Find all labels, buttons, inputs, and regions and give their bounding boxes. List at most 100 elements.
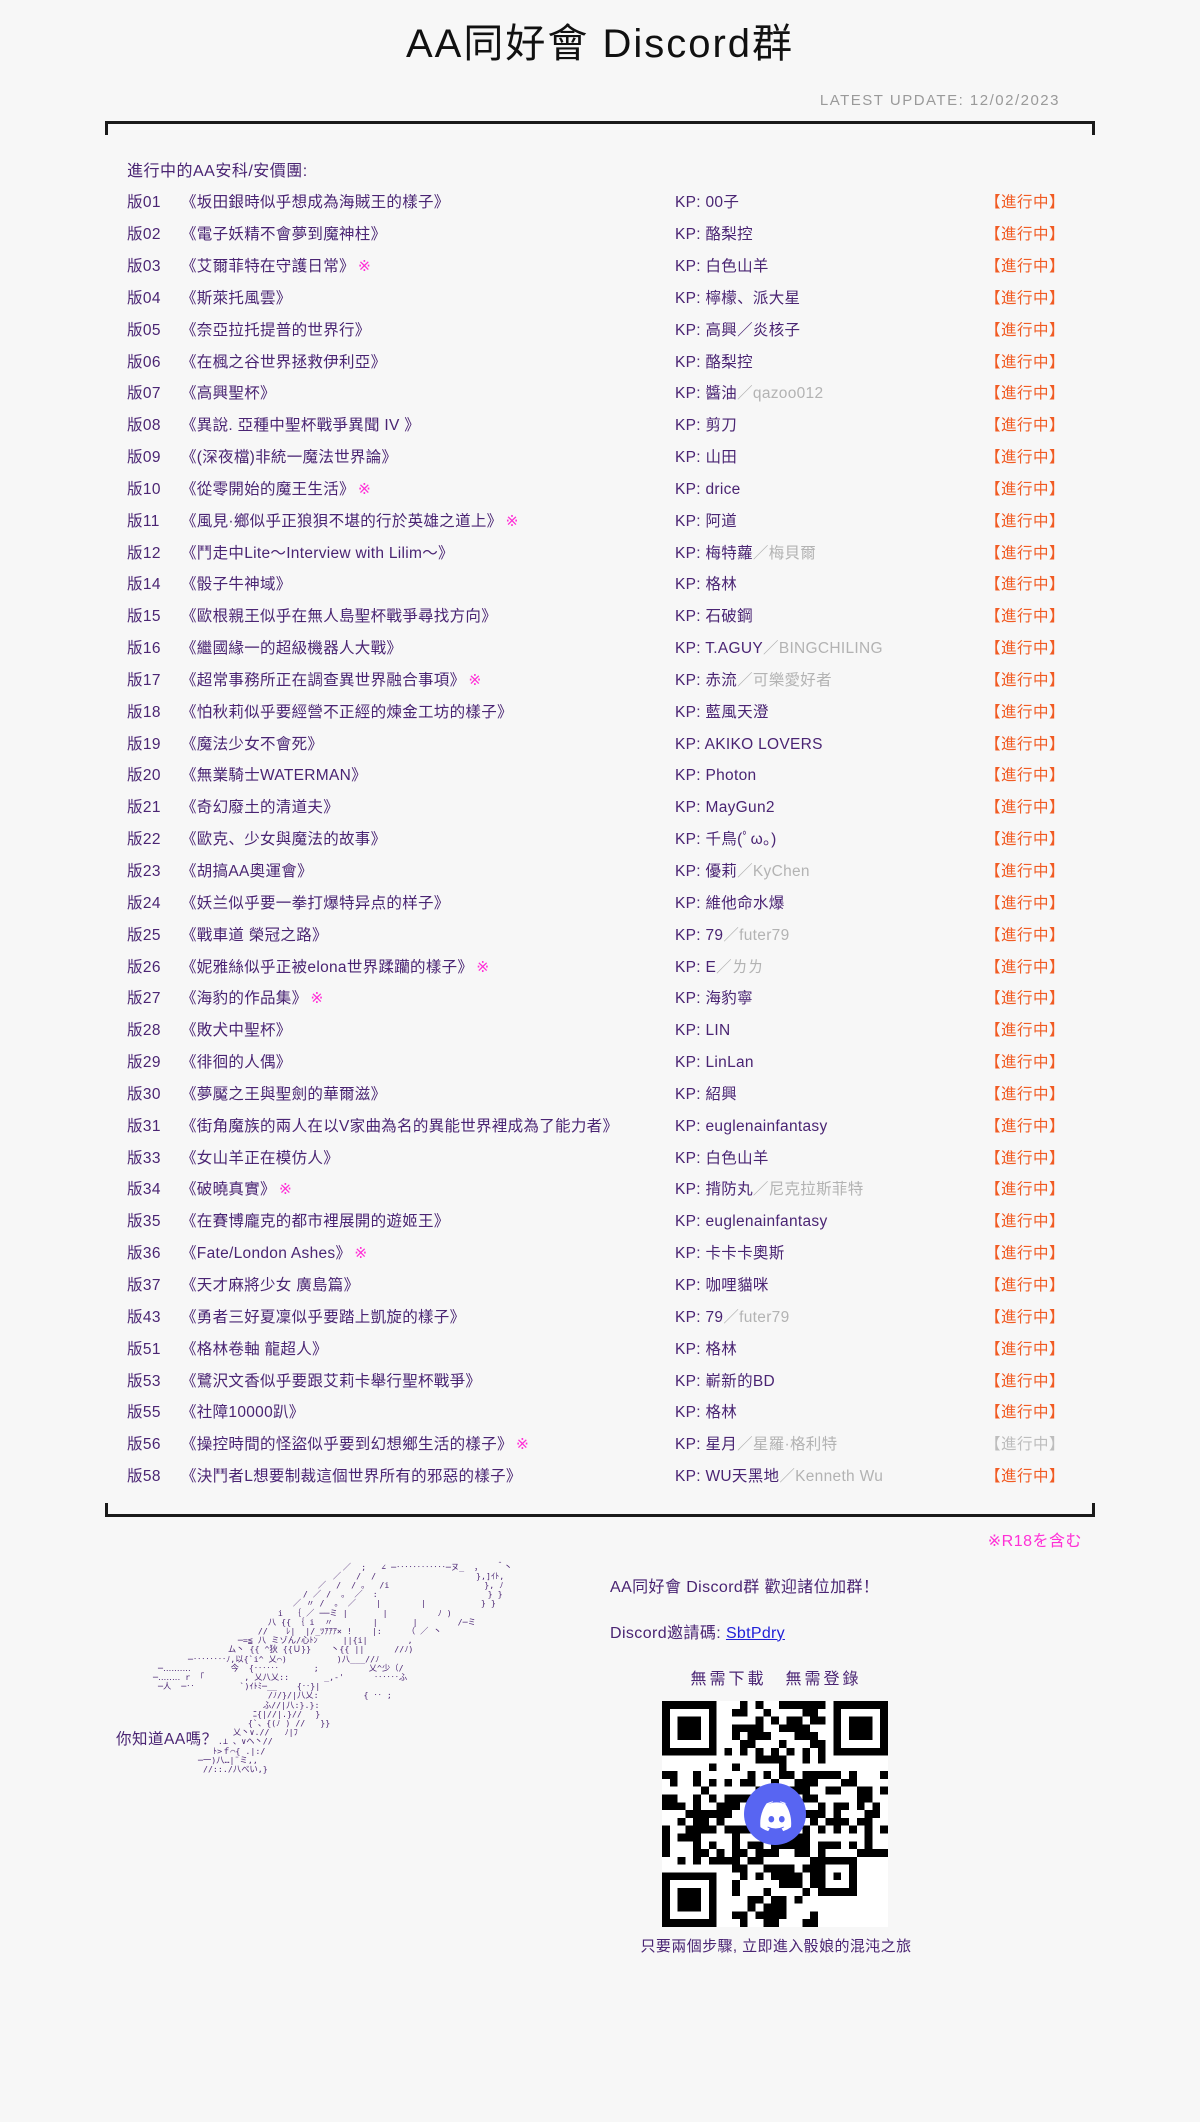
table-row[interactable]: 版19 《魔法少女不會死》 KP: AKIKO LOVERS 【進行中】	[105, 728, 1095, 760]
table-row[interactable]: 版30 《夢魘之王與聖劍的華爾滋》 KP: 紹興 【進行中】	[105, 1079, 1095, 1111]
thread-title[interactable]: 《勇者三好夏凜似乎要踏上凱旋的樣子》	[181, 1306, 675, 1329]
thread-title[interactable]: 《徘徊的人偶》	[181, 1051, 675, 1074]
thread-title[interactable]: 《怕秋莉似乎要經營不正經的煉金工坊的樣子》	[181, 701, 675, 724]
thread-version: 版09	[127, 449, 161, 467]
table-row[interactable]: 版34 《破曉真實》 ※ KP: 揹防丸／尼克拉斯菲特 【進行中】	[105, 1174, 1095, 1206]
thread-title[interactable]: 《坂田銀時似乎想成為海賊王的樣子》	[181, 191, 675, 214]
table-row[interactable]: 版08 《異說. 亞種中聖杯戰爭異聞 IV 》 KP: 剪刀 【進行中】	[105, 410, 1095, 442]
table-row[interactable]: 版43 《勇者三好夏凜似乎要踏上凱旋的樣子》 KP: 79／futer79 【進行中】	[105, 1302, 1095, 1334]
table-row[interactable]: 版12 《鬥走中Lite〜Interview with Lilim〜》 KP: 梅特…	[105, 537, 1095, 569]
table-row[interactable]: 版02 《電子妖精不會夢到魔神柱》 KP: 酪梨控 【進行中】	[105, 219, 1095, 251]
kp-name: 嶄新的BD	[705, 1372, 776, 1390]
table-row[interactable]: 版37 《天才麻將少女 廣島篇》 KP: 咖哩貓咪 【進行中】	[105, 1270, 1095, 1302]
table-row[interactable]: 版35 《在賽博龐克的都市裡展開的遊姬王》 KP: euglenainfantasy…	[105, 1206, 1095, 1238]
thread-title[interactable]: 《奈亞拉托提普的世界行》	[181, 319, 675, 342]
thread-title[interactable]: 《海豹的作品集》 ※	[181, 987, 675, 1010]
thread-title[interactable]: 《格林卷軸 龍超人》	[181, 1338, 675, 1361]
table-row[interactable]: 版53 《鷺沢文香似乎要跟艾莉卡舉行聖杯戰爭》 KP: 嶄新的BD 【進行中】	[105, 1365, 1095, 1397]
table-row[interactable]: 版20 《無業騎士WATERMAN》 KP: Photon 【進行中】	[105, 760, 1095, 792]
table-row[interactable]: 版28 《敗犬中聖杯》 KP: LIN 【進行中】	[105, 1015, 1095, 1047]
table-row[interactable]: 版05 《奈亞拉托提普的世界行》 KP: 高興／炎核子 【進行中】	[105, 314, 1095, 346]
thread-title[interactable]: 《奇幻廢土的清道夫》	[181, 796, 675, 819]
table-row[interactable]: 版14 《骰子牛神域》 KP: 格林 【進行中】	[105, 569, 1095, 601]
invite-code-link[interactable]: SbtPdry	[725, 1624, 785, 1642]
thread-title[interactable]: 《敗犬中聖杯》	[181, 1019, 675, 1042]
thread-title[interactable]: 《在賽博龐克的都市裡展開的遊姬王》	[181, 1210, 675, 1233]
thread-title[interactable]: 《風見·鄉似乎正狼狽不堪的行於英雄之道上》 ※	[181, 510, 675, 533]
kp-name: 千鳥(ﾟω。)	[705, 831, 777, 849]
thread-title[interactable]: 《戰車道 榮冠之路》	[181, 924, 675, 947]
status-badge: 【進行中】	[985, 1117, 1066, 1135]
thread-title[interactable]: 《斯萊托風雲》	[181, 287, 675, 310]
thread-title[interactable]: 《天才麻將少女 廣島篇》	[181, 1274, 675, 1297]
table-row[interactable]: 版23 《胡搞AA奧運會》 KP: 優莉／KyChen 【進行中】	[105, 856, 1095, 888]
thread-title[interactable]: 《妖兰似乎要一拳打爆特异点的样子》	[181, 892, 675, 915]
thread-title[interactable]: 《歐克、少女與魔法的故事》	[181, 828, 675, 851]
thread-title[interactable]: 《鷺沢文香似乎要跟艾莉卡舉行聖杯戰爭》	[181, 1370, 675, 1393]
thread-title[interactable]: 《操控時間的怪盜似乎要到幻想鄉生活的樣子》 ※	[181, 1433, 675, 1456]
table-row[interactable]: 版24 《妖兰似乎要一拳打爆特异点的样子》 KP: 維他命水爆 【進行中】	[105, 888, 1095, 920]
discord-info-column: AA同好會 Discord群 歡迎諸位加群！ Discord邀請碼: SbtPd…	[590, 1555, 1170, 1956]
table-row[interactable]: 版25 《戰車道 榮冠之路》 KP: 79／futer79 【進行中】	[105, 919, 1095, 951]
thread-title[interactable]: 《超常事務所正在調查異世界融合事項》 ※	[181, 669, 675, 692]
table-row[interactable]: 版06 《在楓之谷世界拯救伊利亞》 KP: 酪梨控 【進行中】	[105, 346, 1095, 378]
thread-title[interactable]: 《鬥走中Lite〜Interview with Lilim〜》	[181, 542, 675, 565]
thread-title[interactable]: 《從零開始的魔王生活》 ※	[181, 478, 675, 501]
thread-title[interactable]: 《妮雅絲似乎正被elona世界蹂躪的樣子》 ※	[181, 956, 675, 979]
thread-version: 版10	[127, 480, 161, 498]
table-row[interactable]: 版07 《高興聖杯》 KP: 醬油／qazoo012 【進行中】	[105, 378, 1095, 410]
table-row[interactable]: 版17 《超常事務所正在調查異世界融合事項》 ※ KP: 赤流／可樂愛好者 【進行中】	[105, 665, 1095, 697]
thread-title[interactable]: 《胡搞AA奧運會》	[181, 860, 675, 883]
table-row[interactable]: 版01 《坂田銀時似乎想成為海賊王的樣子》 KP: 00子 【進行中】	[105, 187, 1095, 219]
table-row[interactable]: 版33 《女山羊正在模仿人》 KP: 白色山羊 【進行中】	[105, 1142, 1095, 1174]
table-row[interactable]: 版55 《社障10000趴》 KP: 格林 【進行中】	[105, 1397, 1095, 1429]
thread-keeper: KP: 酪梨控	[675, 223, 985, 246]
thread-title[interactable]: 《骰子牛神域》	[181, 573, 675, 596]
thread-title[interactable]: 《在楓之谷世界拯救伊利亞》	[181, 351, 675, 374]
status-badge: 【進行中】	[985, 194, 1066, 212]
table-row[interactable]: 版51 《格林卷軸 龍超人》 KP: 格林 【進行中】	[105, 1333, 1095, 1365]
table-row[interactable]: 版18 《怕秋莉似乎要經營不正經的煉金工坊的樣子》 KP: 藍風天澄 【進行中】	[105, 697, 1095, 729]
table-row[interactable]: 版04 《斯萊托風雲》 KP: 檸檬、派大星 【進行中】	[105, 283, 1095, 315]
kp-label: KP:	[675, 512, 706, 530]
discord-qr-code[interactable]	[662, 1700, 888, 1927]
thread-title[interactable]: 《女山羊正在模仿人》	[181, 1147, 675, 1170]
thread-title[interactable]: 《社障10000趴》	[181, 1401, 675, 1424]
table-row[interactable]: 版10 《從零開始的魔王生活》 ※ KP: drice 【進行中】	[105, 474, 1095, 506]
thread-title[interactable]: 《夢魘之王與聖劍的華爾滋》	[181, 1083, 675, 1106]
thread-title[interactable]: 《繼國緣一的超級機器人大戰》	[181, 637, 675, 660]
thread-title[interactable]: 《Fate/London Ashes》 ※	[181, 1242, 675, 1265]
table-row[interactable]: 版03 《艾爾菲特在守護日常》 ※ KP: 白色山羊 【進行中】	[105, 251, 1095, 283]
thread-title[interactable]: 《高興聖杯》	[181, 382, 675, 405]
thread-title-text: 《在賽博龐克的都市裡展開的遊姬王》	[181, 1213, 450, 1231]
thread-title[interactable]: 《決鬥者L想要制裁這個世界所有的邪惡的樣子》	[181, 1465, 675, 1488]
thread-keeper: KP: 79／futer79	[675, 1306, 985, 1329]
thread-title[interactable]: 《(深夜檔)非統一魔法世界論》	[181, 446, 675, 469]
table-row[interactable]: 版36 《Fate/London Ashes》 ※ KP: 卡卡卡奧斯 【進行中】	[105, 1238, 1095, 1270]
table-row[interactable]: 版27 《海豹的作品集》 ※ KP: 海豹寧 【進行中】	[105, 983, 1095, 1015]
table-row[interactable]: 版26 《妮雅絲似乎正被elona世界蹂躪的樣子》 ※ KP: E／ㄌㄌ 【進行中】	[105, 951, 1095, 983]
thread-title-text: 《在楓之谷世界拯救伊利亞》	[181, 353, 387, 371]
thread-title[interactable]: 《歐根親王似乎在無人島聖杯戰爭尋找方向》	[181, 605, 675, 628]
thread-version: 版14	[127, 576, 161, 594]
thread-title[interactable]: 《無業騎士WATERMAN》	[181, 764, 675, 787]
table-row[interactable]: 版09 《(深夜檔)非統一魔法世界論》 KP: 山田 【進行中】	[105, 442, 1095, 474]
thread-title-text: 《戰車道 榮冠之路》	[181, 926, 328, 944]
table-row[interactable]: 版58 《決鬥者L想要制裁這個世界所有的邪惡的樣子》 KP: WU天黑地／Kenne…	[105, 1461, 1095, 1493]
thread-title[interactable]: 《電子妖精不會夢到魔神柱》	[181, 223, 675, 246]
table-row[interactable]: 版29 《徘徊的人偶》 KP: LinLan 【進行中】	[105, 1047, 1095, 1079]
thread-version: 版03	[127, 257, 161, 275]
thread-title[interactable]: 《艾爾菲特在守護日常》 ※	[181, 255, 675, 278]
thread-title[interactable]: 《街角魔族的兩人在以V家曲為名的異能世界裡成為了能力者》	[181, 1115, 675, 1138]
table-row[interactable]: 版21 《奇幻廢土的清道夫》 KP: MayGun2 【進行中】	[105, 792, 1095, 824]
table-row[interactable]: 版11 《風見·鄉似乎正狼狽不堪的行於英雄之道上》 ※ KP: 阿道 【進行中】	[105, 505, 1095, 537]
table-row[interactable]: 版56 《操控時間的怪盜似乎要到幻想鄉生活的樣子》 ※ KP: 星月／星羅·格利特 【進…	[105, 1429, 1095, 1461]
r18-mark-icon: ※	[476, 958, 490, 976]
table-row[interactable]: 版15 《歐根親王似乎在無人島聖杯戰爭尋找方向》 KP: 石破鋼 【進行中】	[105, 601, 1095, 633]
thread-title[interactable]: 《異說. 亞種中聖杯戰爭異聞 IV 》	[181, 414, 675, 437]
thread-title[interactable]: 《魔法少女不會死》	[181, 733, 675, 756]
table-row[interactable]: 版31 《街角魔族的兩人在以V家曲為名的異能世界裡成為了能力者》 KP: eugle…	[105, 1110, 1095, 1142]
thread-title[interactable]: 《破曉真實》 ※	[181, 1178, 675, 1201]
table-row[interactable]: 版22 《歐克、少女與魔法的故事》 KP: 千鳥(ﾟω。) 【進行中】	[105, 824, 1095, 856]
table-row[interactable]: 版16 《繼國緣一的超級機器人大戰》 KP: T.AGUY／BINGCHILING 【…	[105, 633, 1095, 665]
